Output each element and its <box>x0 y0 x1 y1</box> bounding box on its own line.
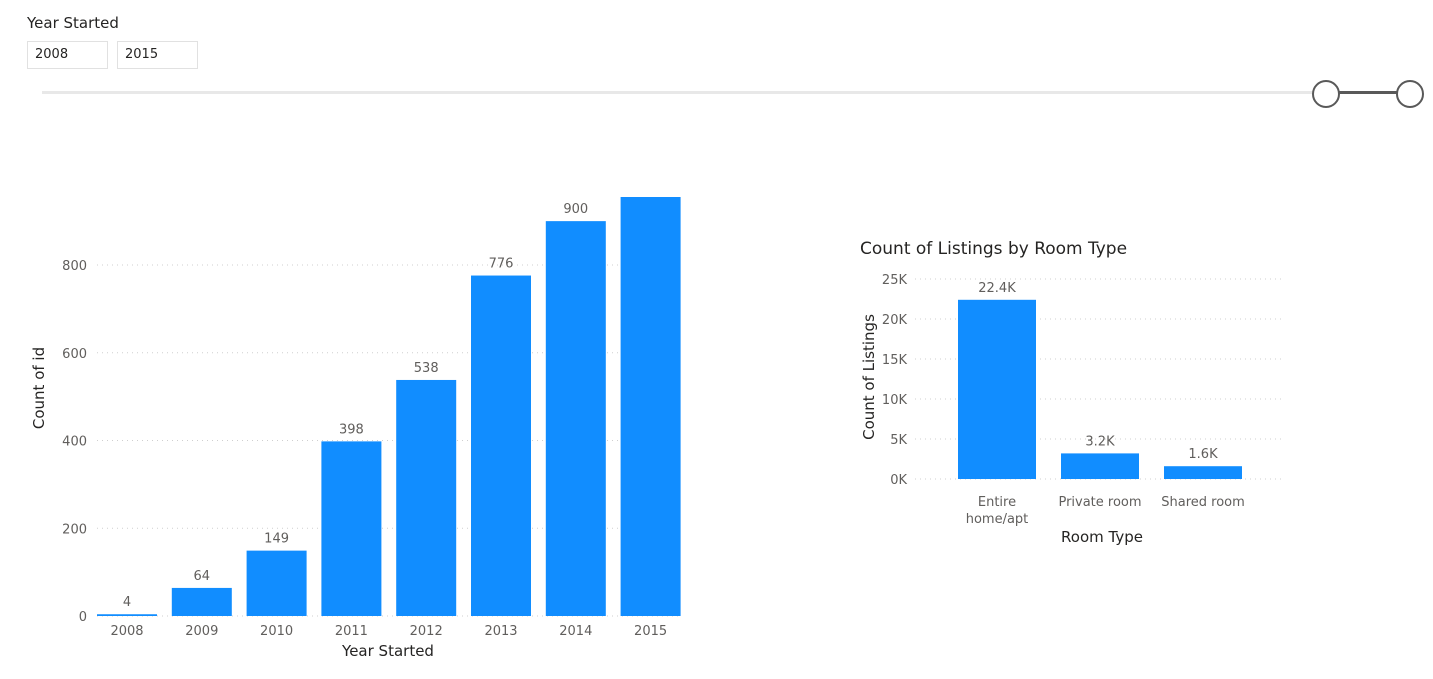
y-tick-label: 5K <box>890 433 907 448</box>
bar <box>97 614 157 616</box>
slicer-title: Year Started <box>27 14 119 32</box>
x-tick-label: Private room <box>1058 495 1141 510</box>
bar <box>321 441 382 616</box>
data-label: 149 <box>264 532 289 547</box>
bar <box>471 275 531 616</box>
x-tick-label: 2010 <box>260 624 293 639</box>
y-tick-label: 0 <box>79 610 87 625</box>
data-label: 398 <box>339 422 364 437</box>
y-tick-label: 0K <box>890 473 907 488</box>
x-axis-title: Year Started <box>341 642 434 660</box>
slider-start-handle[interactable] <box>1312 80 1340 108</box>
y-tick-label: 10K <box>882 393 908 408</box>
x-tick-label: 2014 <box>559 624 592 639</box>
y-axis-title: Count of Listings <box>860 314 878 440</box>
x-tick-label: home/apt <box>966 512 1029 527</box>
data-label: 4 <box>123 595 131 610</box>
data-label: 3.2K <box>1085 434 1115 449</box>
slider-end-handle[interactable] <box>1396 80 1424 108</box>
x-tick-label: 2008 <box>110 624 143 639</box>
y-tick-label: 600 <box>62 347 87 362</box>
data-label: 22.4K <box>978 281 1016 296</box>
bar <box>246 550 307 616</box>
x-axis-title: Room Type <box>1061 528 1143 546</box>
x-tick-label: 2012 <box>410 624 443 639</box>
x-tick-label: 2009 <box>185 624 218 639</box>
x-tick-label: Shared room <box>1161 495 1245 510</box>
slider-track[interactable] <box>42 91 1326 94</box>
bar <box>396 379 457 616</box>
data-label: 64 <box>194 569 211 584</box>
bar <box>958 299 1036 479</box>
y-tick-label: 400 <box>62 435 87 450</box>
x-tick-label: 2013 <box>484 624 517 639</box>
y-tick-label: 25K <box>882 273 908 288</box>
x-tick-label: Entire <box>978 495 1016 510</box>
slicer-start-input[interactable]: 2008 <box>27 41 108 69</box>
y-tick-label: 15K <box>882 353 908 368</box>
y-tick-label: 200 <box>62 522 87 537</box>
data-label: 900 <box>563 202 588 217</box>
bar <box>545 221 606 616</box>
data-label: 1.6K <box>1188 447 1218 462</box>
chart-title: Count of Listings by Room Type <box>860 239 1127 259</box>
bar <box>171 587 232 616</box>
x-tick-label: 2015 <box>634 624 667 639</box>
y-tick-label: 20K <box>882 313 908 328</box>
data-label: 776 <box>489 257 514 272</box>
bar <box>1164 466 1242 479</box>
slicer-end-input[interactable]: 2015 <box>117 41 198 69</box>
slider-selected-range <box>1326 91 1410 94</box>
bar <box>1061 453 1139 479</box>
bar <box>620 197 681 616</box>
x-tick-label: 2011 <box>335 624 368 639</box>
y-tick-label: 800 <box>62 259 87 274</box>
y-axis-title: Count of id <box>30 347 48 429</box>
data-label: 538 <box>414 361 439 376</box>
